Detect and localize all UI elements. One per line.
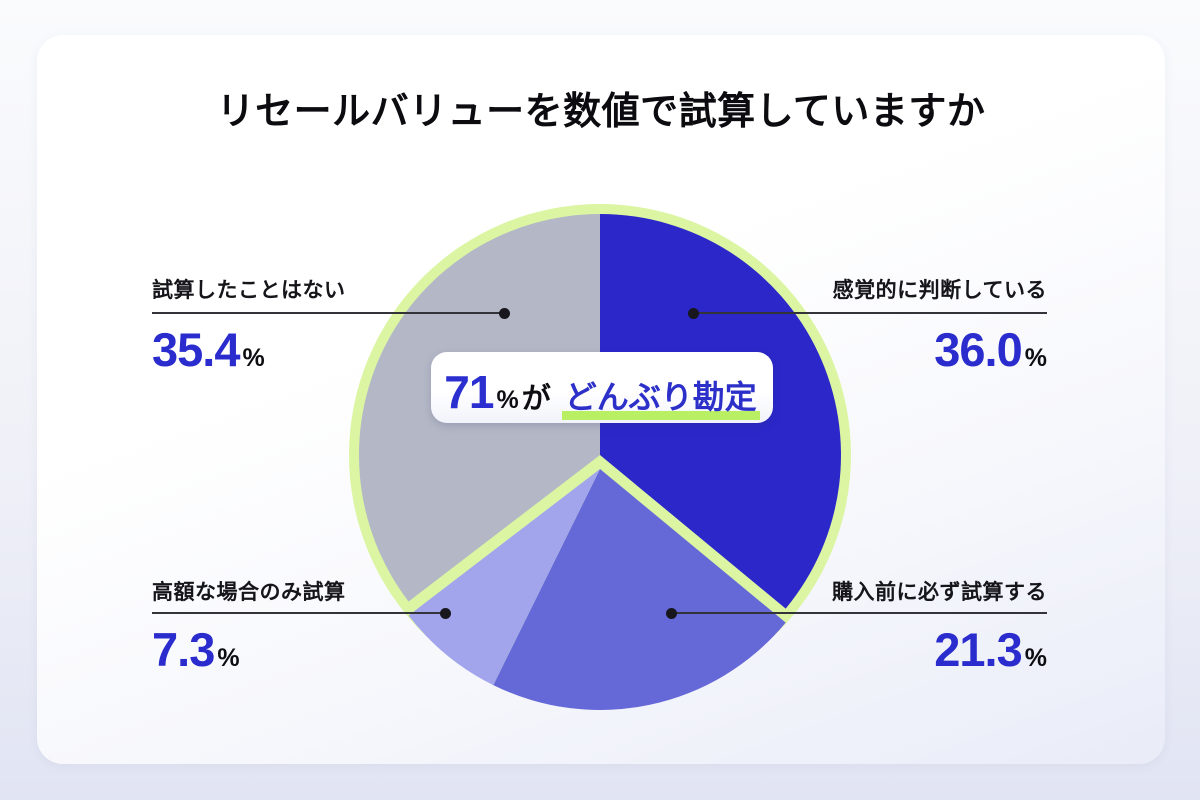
leader-line-top-right xyxy=(688,307,1047,319)
value-percent-sign: % xyxy=(217,644,240,672)
segment-label-only-expensive: 高額な場合のみ試算 xyxy=(152,581,346,604)
segment-label-never-calculated: 試算したことはない xyxy=(152,279,346,302)
leader-line-top-left xyxy=(152,307,510,319)
value-percent-sign: % xyxy=(1024,644,1047,672)
value-number: 35.4 xyxy=(152,323,240,376)
chart-title: リセールバリューを数値で試算していますか xyxy=(216,91,986,133)
center-annotation: 71 % が どんぶり勘定 xyxy=(431,352,773,423)
value-number: 7.3 xyxy=(152,623,215,676)
segment-value-only-expensive: 7.3% xyxy=(152,622,240,677)
leader-line-bottom-right xyxy=(666,607,1047,619)
annotation-highlight-text: どんぶり勘定 xyxy=(561,372,760,420)
segment-label-intuitive-judgement: 感覚的に判断している xyxy=(832,279,1047,302)
value-percent-sign: % xyxy=(1024,344,1047,372)
leader-dot-bottom-right xyxy=(666,607,677,619)
leader-dot-top-left xyxy=(499,307,510,319)
value-percent-sign: % xyxy=(242,344,265,372)
segment-value-always-calculate: 21.3% xyxy=(934,622,1047,677)
leader-dot-top-right xyxy=(688,307,699,319)
leader-dot-bottom-left xyxy=(440,607,451,619)
annotation-percent-sign: % xyxy=(496,386,519,414)
annotation-number: 71 xyxy=(444,366,494,418)
pie-segment-2 xyxy=(408,469,600,686)
value-number: 36.0 xyxy=(934,323,1022,376)
value-number: 21.3 xyxy=(934,623,1022,676)
leader-line-bottom-left xyxy=(152,607,451,619)
pie-segment-1 xyxy=(493,469,786,711)
annotation-particle: が xyxy=(521,383,551,415)
segment-label-always-calculate: 購入前に必ず試算する xyxy=(832,581,1047,604)
segment-value-intuitive-judgement: 36.0% xyxy=(934,322,1047,377)
segment-value-never-calculated: 35.4% xyxy=(152,322,265,377)
